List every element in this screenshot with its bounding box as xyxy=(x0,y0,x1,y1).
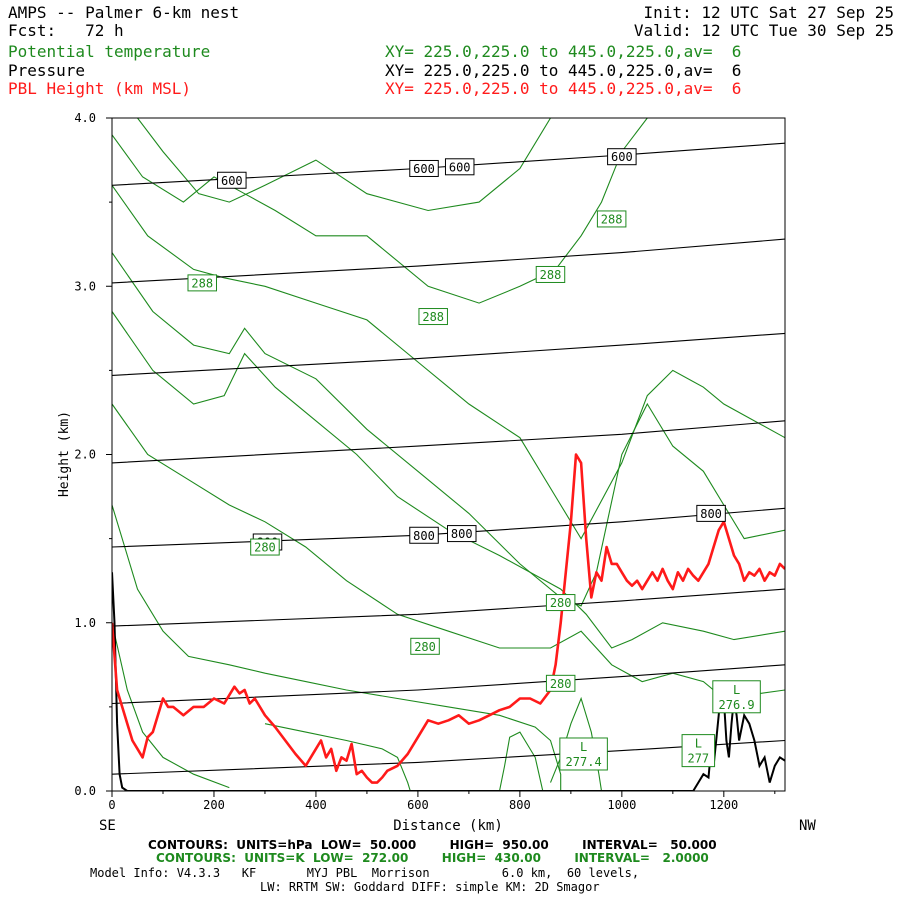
low-center-box xyxy=(559,737,608,771)
field-theta-label: Potential temperature xyxy=(8,42,211,61)
theta-contour-line xyxy=(137,118,551,212)
x-tick-label: 0 xyxy=(108,798,115,812)
theta-label-box xyxy=(418,308,448,326)
low-center-box xyxy=(681,734,716,768)
pressure-label: 600 xyxy=(611,150,633,164)
xy-pressure: XY= 225.0,225.0 to 445.0,225.0,av= 6 xyxy=(385,61,742,80)
axes: 0 200 400 600 800 1000 1200 0.0 1.0 2.0 3.0 4.0 xyxy=(74,111,776,812)
x-tick-label: 600 xyxy=(407,798,429,812)
y-tick-label: 2.0 xyxy=(74,448,96,462)
theta-label: 280 xyxy=(414,640,436,654)
theta-contour-line xyxy=(112,403,785,700)
footer-contours-pressure: CONTOURS: UNITS=hPa LOW= 50.000 HIGH= 95… xyxy=(148,838,717,852)
low-center-value: 277.4 xyxy=(566,755,602,769)
theta-label-box xyxy=(410,637,440,655)
theta-label-box xyxy=(187,274,217,292)
x-left-label: SE xyxy=(99,818,116,834)
theta-contour-line xyxy=(264,723,411,791)
pressure-contour-line xyxy=(112,332,785,376)
xy-pbl: XY= 225.0,225.0 to 445.0,225.0,av= 6 xyxy=(385,79,742,98)
pressure-label: 600 xyxy=(221,174,243,188)
x-tick-label: 400 xyxy=(305,798,327,812)
y-tick-label: 4.0 xyxy=(74,111,96,125)
pressure-contour-line xyxy=(112,420,785,464)
pressure-label-box xyxy=(409,526,439,544)
theta-label: 280 xyxy=(550,596,572,610)
theta-label-box xyxy=(250,538,280,556)
pressure-label-box xyxy=(444,158,475,176)
y-axis-title: Height (km) xyxy=(57,411,72,497)
theta-label-box xyxy=(545,674,576,692)
x-tick-label: 200 xyxy=(203,798,225,812)
pressure-label-box xyxy=(607,148,637,166)
pbl-height-line xyxy=(112,453,785,784)
pressure-contour-line xyxy=(112,664,785,705)
low-center-marker: L xyxy=(580,740,587,754)
pressure-contours xyxy=(112,142,785,775)
theta-contour-line xyxy=(112,504,562,791)
y-tick-label: 3.0 xyxy=(74,279,96,293)
field-pressure-label: Pressure xyxy=(8,61,86,80)
low-center-marker: L xyxy=(695,737,702,751)
valid-time: Valid: 12 UTC Tue 30 Sep 25 xyxy=(633,21,894,40)
theta-contours xyxy=(112,118,785,791)
theta-label: 288 xyxy=(540,268,562,282)
theta-contour-line xyxy=(112,184,785,540)
low-center-marker: L xyxy=(733,683,740,697)
plot-title: AMPS -- Palmer 6-km nest xyxy=(8,3,240,22)
pressure-label-box xyxy=(447,525,477,543)
footer-model-info: Model Info: V4.3.3 KF MYJ PBL Morrison 6… xyxy=(90,866,640,880)
theta-label-box xyxy=(596,210,627,228)
footer-contours-theta: CONTOURS: UNITS=K LOW= 272.00 HIGH= 430.… xyxy=(156,851,709,865)
footer-model-info-2: LW: RRTM SW: Goddard DIFF: simple KM: 2D… xyxy=(260,880,600,894)
pressure-contour-line xyxy=(112,142,785,186)
pressure-label-box xyxy=(217,171,247,189)
xy-theta: XY= 225.0,225.0 to 445.0,225.0,av= 6 xyxy=(385,42,742,61)
theta-contour-line xyxy=(112,252,785,607)
theta-label: 280 xyxy=(254,541,276,555)
theta-label-box xyxy=(535,265,566,283)
theta-contour-line xyxy=(112,622,230,789)
y-tick-label: 1.0 xyxy=(74,616,96,630)
theta-contour-line xyxy=(498,731,544,791)
x-tick-label: 1000 xyxy=(607,798,636,812)
init-time: Init: 12 UTC Sat 27 Sep 25 xyxy=(643,3,894,22)
low-center-value: 276.9 xyxy=(719,698,755,712)
y-tick-label: 0.0 xyxy=(74,784,96,798)
x-right-label: NW xyxy=(799,818,816,834)
x-tick-label: 800 xyxy=(509,798,531,812)
theta-label: 288 xyxy=(601,212,623,226)
pressure-label: 600 xyxy=(449,160,471,174)
pressure-label: 800 xyxy=(700,507,722,521)
contour-labels: 6006006006008008008008002882882882882802… xyxy=(187,148,761,771)
theta-label: 280 xyxy=(550,677,572,691)
field-pbl-label: PBL Height (km MSL) xyxy=(8,79,192,98)
pressure-label-box xyxy=(409,159,439,177)
theta-label: 288 xyxy=(191,276,213,290)
low-center-value: 277 xyxy=(687,752,709,766)
theta-label: 288 xyxy=(422,310,444,324)
pressure-contour-line xyxy=(112,588,785,627)
pressure-label: 600 xyxy=(413,162,435,176)
theta-label-box xyxy=(545,594,576,612)
pressure-label-box xyxy=(696,504,726,522)
x-axis-title: Distance (km) xyxy=(393,818,503,834)
x-tick-label: 1200 xyxy=(709,798,738,812)
theta-contour-line xyxy=(112,311,785,649)
pbl-layer xyxy=(112,453,785,784)
low-center-box xyxy=(712,680,761,714)
pressure-label: 800 xyxy=(413,529,435,543)
theta-contour-line xyxy=(112,118,648,304)
pressure-contour-line xyxy=(112,238,785,284)
pressure-label: 800 xyxy=(451,527,473,541)
forecast-hour: Fcst: 72 h xyxy=(8,21,124,40)
plot-frame xyxy=(111,117,786,792)
